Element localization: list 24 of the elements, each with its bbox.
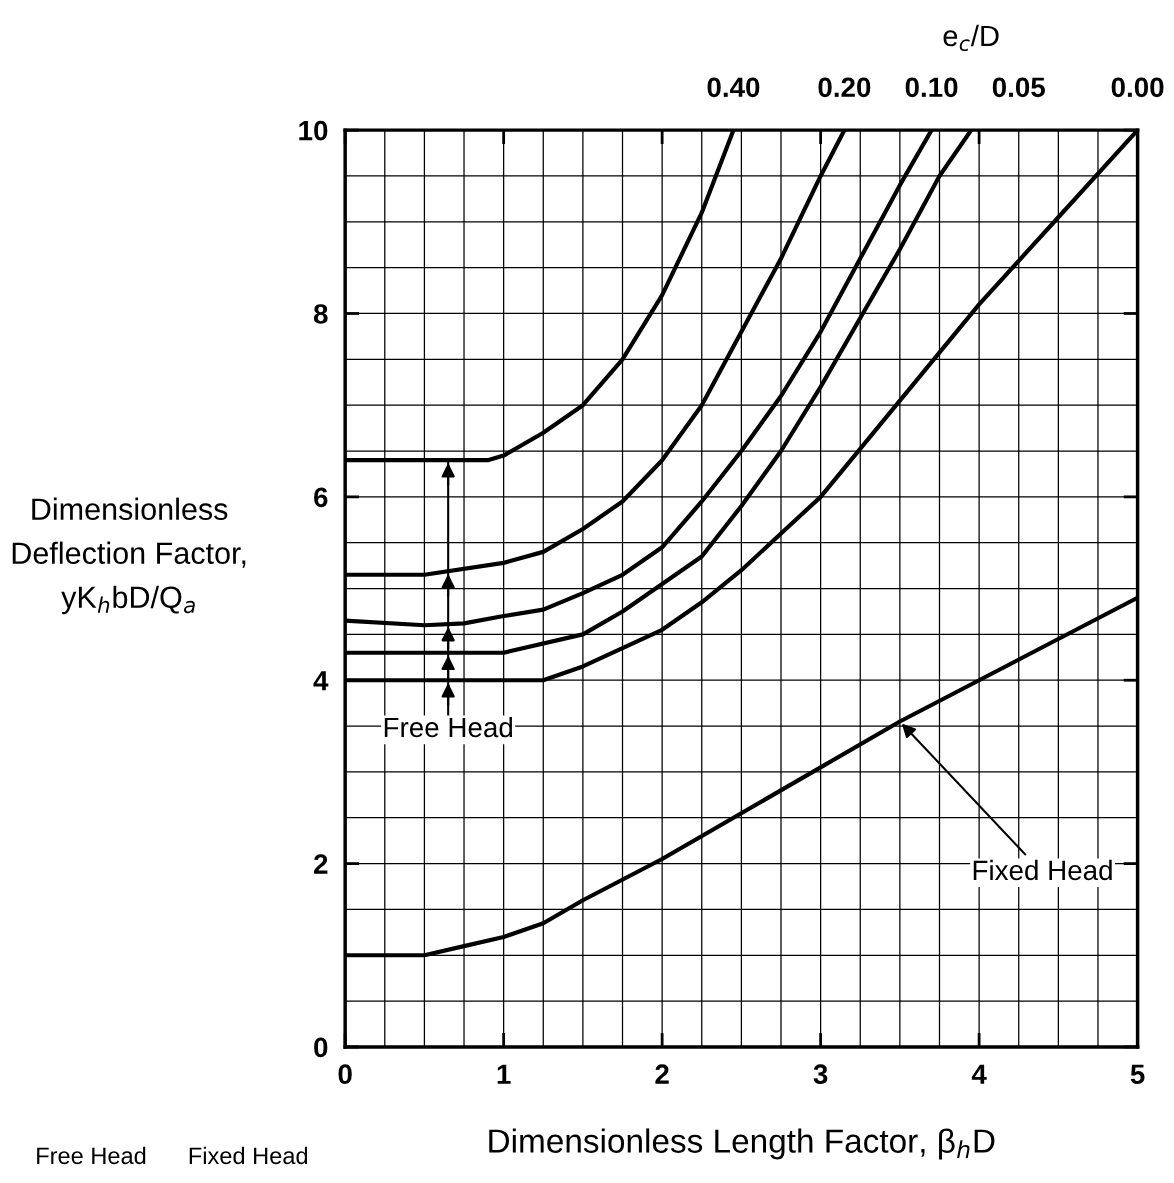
text: Free Head xyxy=(37,1146,146,1165)
legend-title: e$_{c}$/D xyxy=(943,24,999,52)
series-label: 0.10 xyxy=(905,77,958,98)
series-label: 0.20 xyxy=(818,77,871,98)
x-tick-label: 1 xyxy=(497,1064,511,1084)
x-tick-label: 0 xyxy=(338,1064,352,1085)
y-tick-label: 10 xyxy=(299,120,328,141)
y-tick-label: 6 xyxy=(314,487,328,508)
annotation: Free Head xyxy=(384,716,513,738)
y-tick-label: 0 xyxy=(314,1037,328,1058)
y-tick-label: 8 xyxy=(313,304,328,324)
text: Fixed Head xyxy=(189,1146,308,1165)
y-tick-label: 4 xyxy=(313,671,329,691)
x-tick-label: 3 xyxy=(813,1064,828,1085)
series-label: 0.05 xyxy=(992,77,1045,98)
series-label: 0.00 xyxy=(1111,77,1164,98)
x-tick-label: 4 xyxy=(971,1064,987,1084)
x-tick-label: 5 xyxy=(1130,1064,1145,1085)
y-tick-label: 2 xyxy=(314,854,328,874)
series-label: 0.40 xyxy=(707,77,760,98)
x-tick-label: 2 xyxy=(655,1064,669,1084)
annotation: Fixed Head xyxy=(973,859,1112,881)
x-axis-title: Dimensionless Length Factor, β$_{h}$D xyxy=(489,1128,995,1160)
y-axis-title: Dimensionless Deflection Factor, yK$_{h}$bD/Q$_{a}$ xyxy=(12,497,246,615)
